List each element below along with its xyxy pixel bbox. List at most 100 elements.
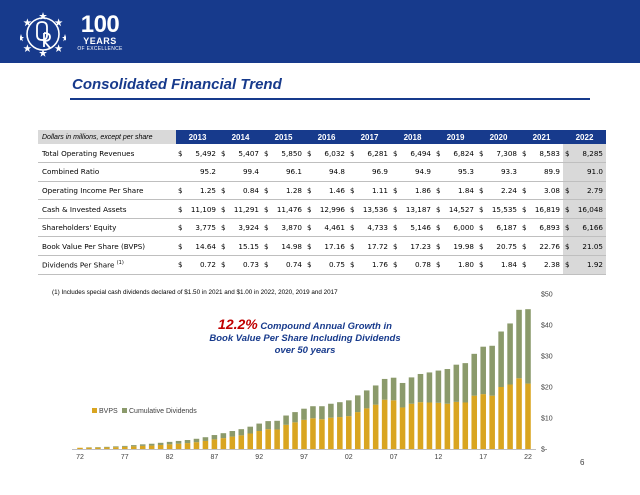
dollar-sign: $ (391, 255, 399, 275)
table-cell: 16,819 (528, 199, 563, 219)
table-cell: 0.73 (227, 255, 262, 275)
x-tick-label: 12 (435, 454, 443, 461)
dividends-bar (193, 438, 200, 443)
bvps-bar (525, 383, 531, 449)
dollar-sign (563, 162, 571, 182)
bvps-bar (381, 399, 388, 449)
table-cell: 5,850 (270, 144, 305, 164)
table-cell: 1.86 (399, 181, 434, 201)
table-cell: 4,461 (313, 218, 348, 238)
dividends-bar (435, 370, 442, 403)
dividends-bar (148, 443, 155, 446)
dollar-sign: $ (176, 181, 184, 201)
x-tick-label: 17 (479, 454, 487, 461)
table-cell: 2.24 (485, 181, 520, 201)
table-cell: 6,281 (356, 144, 391, 164)
table-cell: 19.98 (442, 236, 477, 257)
dividends-bar (104, 446, 110, 448)
dividends-bar (471, 353, 478, 396)
table-cell: 96.1 (270, 162, 305, 182)
bvps-bar (265, 429, 271, 449)
row-note: (1) (116, 260, 124, 267)
dollar-sign: $ (434, 218, 442, 238)
table-cell: 2.79 (571, 181, 606, 201)
bvps-bar (148, 445, 155, 449)
dollar-sign (348, 162, 356, 182)
dividends-bar (453, 364, 460, 402)
table-cell: 3.08 (528, 181, 563, 201)
row-label: Cash & Invested Assets (38, 199, 176, 219)
dollar-sign: $ (176, 199, 184, 219)
dollar-sign: $ (262, 181, 270, 201)
table-cell: 14.64 (184, 236, 219, 257)
row-label-text: Total Operating Revenues (42, 148, 135, 158)
dollar-sign: $ (563, 255, 571, 275)
dollar-sign: $ (219, 199, 227, 219)
dollar-sign: $ (391, 181, 399, 201)
dollar-sign: $ (477, 181, 485, 201)
dividends-bar (184, 440, 191, 444)
table-cell: 11,476 (270, 199, 305, 219)
dollar-sign: $ (348, 236, 356, 257)
dividends-bar (328, 403, 334, 418)
table-cell: 1.11 (356, 181, 391, 201)
bvps-bar (453, 401, 460, 449)
row-label-text: Cash & Invested Assets (42, 204, 127, 214)
table-body: Total Operating Revenues $5,492 $5,407 $5,8… (38, 144, 606, 275)
dollar-sign: $ (348, 218, 356, 238)
dollar-sign: $ (520, 255, 528, 275)
bvps-bar (426, 402, 433, 449)
table-cell: 11,291 (227, 199, 262, 219)
table-cell: 6,187 (485, 218, 520, 238)
table-cell: 16,048 (571, 199, 606, 219)
table-cell: 21.05 (571, 236, 606, 257)
dividends-bar (372, 385, 379, 405)
bvps-bar (346, 416, 352, 449)
legend-entry: Cumulative Dividends (129, 408, 197, 415)
bvps-bar (516, 378, 522, 449)
table-cell: 1.76 (356, 255, 391, 275)
dollar-sign: $ (434, 255, 442, 275)
bvps-bar (435, 402, 442, 449)
x-tick-label: 82 (166, 454, 174, 461)
table-cell: 2.38 (528, 255, 563, 275)
bvps-bar (211, 439, 218, 449)
table-cell: 4,733 (356, 218, 391, 238)
dividends-bar (301, 408, 307, 420)
dollar-sign: $ (219, 255, 227, 275)
bvps-bar (301, 419, 307, 449)
dividends-bar (113, 446, 119, 448)
table-cell: 3,924 (227, 218, 262, 238)
y-tick-label: $10 (541, 416, 553, 423)
dividends-bar (444, 369, 451, 404)
table-cell: 0.74 (270, 255, 305, 275)
bvps-bar (256, 431, 262, 449)
table-cell: 93.3 (485, 162, 520, 182)
row-label-text: Book Value Per Share (BVPS) (42, 241, 146, 251)
year-header: 2018 (391, 130, 434, 144)
bvps-bar (471, 395, 478, 449)
logo-years: YEARS (83, 36, 117, 46)
year-header: 2014 (219, 130, 262, 144)
dollar-sign: $ (262, 255, 270, 275)
bvps-bar (229, 436, 236, 449)
table-cell: 1.84 (485, 255, 520, 275)
dollar-sign: $ (219, 181, 227, 201)
bvps-bar (354, 412, 361, 449)
table-cell: 94.9 (399, 162, 434, 182)
table-cell: 0.75 (313, 255, 348, 275)
dividends-bar (175, 440, 182, 444)
bvps-bar (399, 407, 406, 449)
table-cell: 15.15 (227, 236, 262, 257)
dollar-sign: $ (520, 199, 528, 219)
dollar-sign: $ (563, 218, 571, 238)
year-header: 2022 (563, 130, 606, 144)
dividends-bar (238, 429, 245, 436)
dollar-sign: $ (219, 144, 227, 164)
table-cell: 99.4 (227, 162, 262, 182)
row-label-text: Operating Income Per Share (42, 185, 144, 195)
bvps-bar (462, 402, 469, 449)
dividends-bar (274, 420, 280, 430)
dollar-sign: $ (262, 236, 270, 257)
